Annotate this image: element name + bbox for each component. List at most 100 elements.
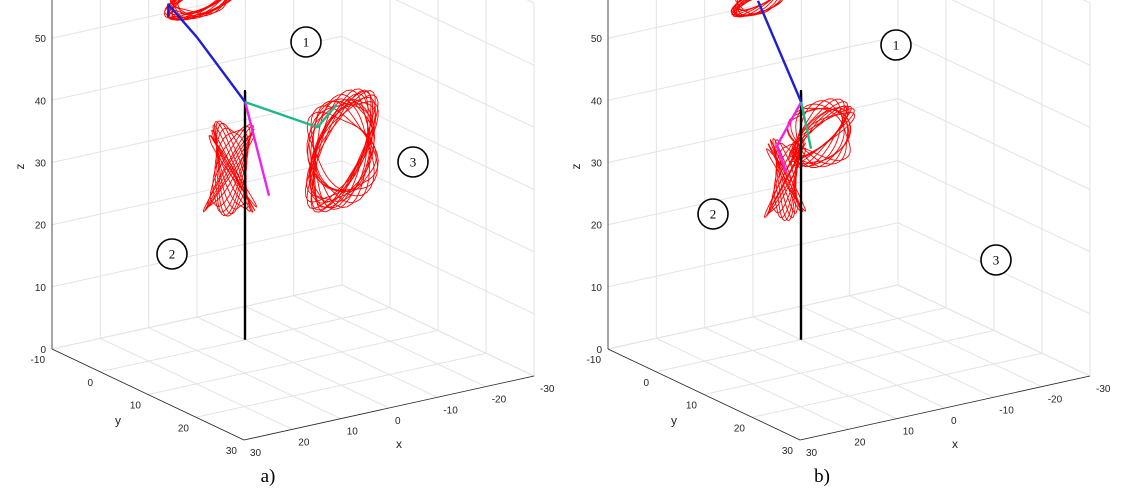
grid-line (395, 0, 535, 66)
trajectory-2-loop (202, 134, 255, 213)
robot-arm-2 (244, 101, 271, 196)
caption: a) (261, 466, 276, 487)
callout-circle-1 (290, 26, 322, 58)
trajectory-1-loop (168, 0, 222, 21)
y-tick-label: -10 (31, 355, 46, 366)
trajectory-3-loop (306, 111, 377, 192)
trajectory-2-loop (215, 127, 248, 217)
z-tick-label: 40 (591, 96, 603, 107)
robot-arm-3 (244, 100, 338, 129)
grid (607, 0, 1091, 441)
trajectory-1-loop (166, 0, 232, 21)
trajectory-2-loop (772, 138, 799, 214)
grid-line (897, 160, 1091, 253)
grid-line (195, 352, 487, 418)
x-tick-label: 30 (250, 448, 262, 459)
callout-label-2: 2 (169, 247, 176, 262)
z-tick-label: 50 (35, 34, 47, 45)
trajectory-1-loop (169, 0, 227, 17)
trajectory-1-loop (732, 0, 771, 13)
grid-line (897, 284, 1091, 377)
z-tick-label: 20 (591, 221, 603, 232)
grid-line (341, 35, 535, 128)
grid-line (951, 0, 1091, 66)
trajectory-1-loop (735, 0, 782, 15)
callout-circle-2 (156, 238, 188, 270)
trajectories (163, 0, 379, 217)
y-tick-label: 10 (130, 401, 142, 412)
trajectory-2-loop (211, 129, 254, 213)
trajectory-1-loop (168, 0, 222, 15)
trajectory-3-loop (786, 108, 851, 161)
caption: b) (814, 466, 830, 487)
grid-line (341, 222, 535, 315)
y-tick-label: -10 (587, 355, 602, 366)
grid-line (897, 35, 1091, 128)
x-tick-label: 10 (903, 427, 915, 438)
robot-arm-3 (800, 101, 813, 150)
z-axis-label: z (569, 164, 583, 170)
grid-line (51, 222, 343, 288)
trajectory-1-loop (734, 0, 771, 11)
x-tick-label: -30 (540, 384, 555, 395)
grid-line (607, 0, 784, 39)
x-tick-label: 0 (395, 416, 401, 427)
z-tick-label: 30 (591, 159, 603, 170)
z-tick-label: 10 (591, 283, 603, 294)
grid-line (897, 98, 1091, 190)
grid-line (51, 0, 228, 39)
x-tick-label: -10 (443, 405, 458, 416)
x-tick-label: -10 (999, 405, 1014, 416)
callout-label-3: 3 (993, 253, 1000, 268)
trajectory-2-loop (208, 134, 257, 208)
y-tick-label: 0 (643, 378, 649, 389)
robot-arm-2 (775, 101, 803, 174)
grid-line (703, 330, 995, 395)
trajectory-3-loop (306, 98, 370, 204)
z-axis-label: z (13, 164, 27, 170)
y-tick-label: 20 (734, 423, 746, 434)
z-tick-label: 40 (35, 96, 47, 107)
y-tick-label: 10 (686, 401, 698, 412)
grid-line (751, 352, 1043, 418)
grid-line (51, 284, 343, 350)
x-tick-label: -20 (492, 395, 507, 406)
x-axis-label: x (952, 437, 958, 451)
trajectory-3-loop (313, 94, 375, 209)
grid-line (607, 284, 899, 350)
grid-line (341, 98, 535, 190)
z-tick-label: 50 (591, 34, 603, 45)
y-axis-line (607, 348, 801, 441)
x-tick-label: -30 (1096, 384, 1111, 395)
x-tick-label: 10 (347, 427, 359, 438)
grid-line (341, 284, 535, 377)
y-tick-label: 30 (226, 446, 238, 457)
callout-circle-3 (397, 146, 429, 178)
trajectory-3-loop (795, 105, 850, 168)
y-tick-label: 0 (87, 378, 93, 389)
trajectory-2-loop (214, 129, 249, 217)
callout-circle-2 (697, 198, 729, 230)
trajectory-3-loop (309, 89, 372, 204)
grid-line (51, 98, 343, 163)
chart-b: 0102030405060-1001020303020100-10-20-30z… (569, 0, 1111, 487)
robot-arm-1 (167, 3, 247, 103)
grid-line (607, 222, 899, 288)
z-tick-label: 20 (35, 221, 47, 232)
callout-label-3: 3 (410, 155, 417, 170)
y-axis-line (51, 348, 245, 441)
callout-label-1: 1 (893, 38, 900, 53)
grid-line (51, 160, 343, 226)
callout-circle-1 (880, 29, 912, 61)
callout-label-1: 1 (303, 35, 310, 50)
x-axis-line (243, 375, 535, 441)
z-tick-label: 30 (35, 159, 47, 170)
grid-line (607, 160, 899, 226)
trajectory-1-loop (172, 0, 219, 15)
callout-label-2: 2 (710, 207, 717, 222)
x-tick-label: -20 (1048, 395, 1063, 406)
trajectory-2-loop (212, 124, 251, 212)
trajectory-3-loop (308, 88, 369, 202)
x-tick-label: 30 (806, 448, 818, 459)
